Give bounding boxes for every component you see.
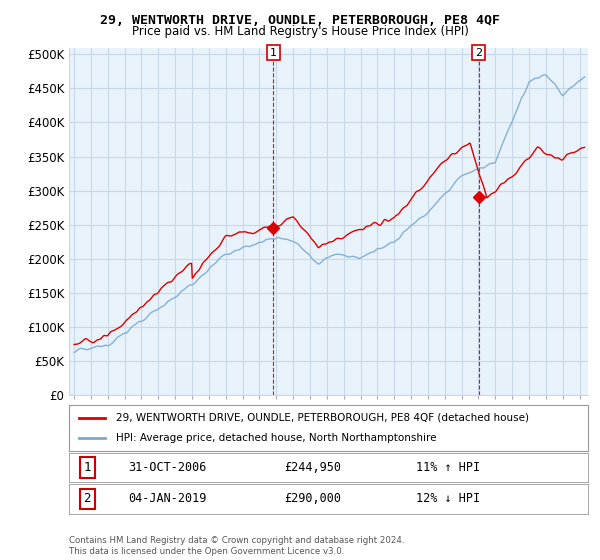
Text: HPI: Average price, detached house, North Northamptonshire: HPI: Average price, detached house, Nort…	[116, 433, 436, 443]
Text: 29, WENTWORTH DRIVE, OUNDLE, PETERBOROUGH, PE8 4QF (detached house): 29, WENTWORTH DRIVE, OUNDLE, PETERBOROUG…	[116, 413, 529, 423]
Text: 31-OCT-2006: 31-OCT-2006	[128, 461, 207, 474]
Text: 1: 1	[270, 48, 277, 58]
Text: 11% ↑ HPI: 11% ↑ HPI	[416, 461, 480, 474]
Text: £290,000: £290,000	[284, 492, 341, 506]
Text: Contains HM Land Registry data © Crown copyright and database right 2024.
This d: Contains HM Land Registry data © Crown c…	[69, 536, 404, 556]
Text: 2: 2	[475, 48, 482, 58]
Text: Price paid vs. HM Land Registry's House Price Index (HPI): Price paid vs. HM Land Registry's House …	[131, 25, 469, 38]
Text: 2: 2	[83, 492, 91, 506]
Text: £244,950: £244,950	[284, 461, 341, 474]
Text: 12% ↓ HPI: 12% ↓ HPI	[416, 492, 480, 506]
Text: 29, WENTWORTH DRIVE, OUNDLE, PETERBOROUGH, PE8 4QF: 29, WENTWORTH DRIVE, OUNDLE, PETERBOROUG…	[100, 14, 500, 27]
Text: 04-JAN-2019: 04-JAN-2019	[128, 492, 207, 506]
Text: 1: 1	[83, 461, 91, 474]
